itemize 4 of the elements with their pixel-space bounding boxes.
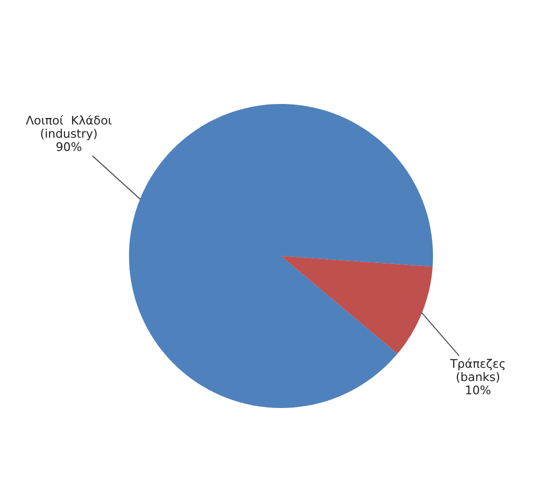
slice-label: Τράπεζες (banks) xyxy=(450,358,505,383)
slice-label: Λοιποί Κλάδοι (industry) xyxy=(26,115,112,140)
data-label: 90% xyxy=(56,142,82,152)
data-label: 10% xyxy=(466,385,490,394)
